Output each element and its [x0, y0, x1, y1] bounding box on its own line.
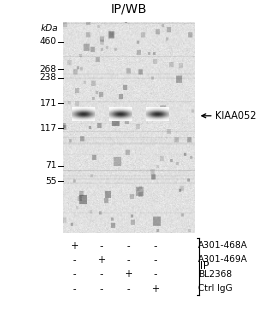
Text: 55: 55 [45, 177, 57, 186]
Text: -: - [99, 284, 103, 294]
Text: BL2368: BL2368 [198, 269, 232, 279]
Text: -: - [99, 241, 103, 251]
Text: 117: 117 [40, 124, 57, 133]
Text: -: - [127, 284, 130, 294]
Text: 238: 238 [40, 73, 57, 82]
Text: -: - [72, 269, 76, 279]
Text: 460: 460 [40, 37, 57, 46]
Text: KIAA0528: KIAA0528 [215, 111, 256, 121]
Text: IP/WB: IP/WB [110, 3, 147, 16]
Text: 171: 171 [40, 99, 57, 108]
Text: -: - [154, 269, 157, 279]
Text: 71: 71 [45, 161, 57, 170]
Text: +: + [97, 255, 105, 265]
Text: Ctrl IgG: Ctrl IgG [198, 284, 233, 293]
Text: +: + [124, 269, 133, 279]
Text: -: - [154, 255, 157, 265]
Text: -: - [72, 255, 76, 265]
Text: -: - [127, 241, 130, 251]
Text: A301-468A: A301-468A [198, 241, 248, 250]
Text: kDa: kDa [40, 24, 58, 33]
Text: +: + [151, 284, 159, 294]
Text: 268: 268 [40, 65, 57, 74]
Text: -: - [99, 269, 103, 279]
Text: -: - [72, 284, 76, 294]
Text: -: - [154, 241, 157, 251]
Text: +: + [70, 241, 78, 251]
Text: IP: IP [200, 261, 209, 271]
Text: A301-469A: A301-469A [198, 255, 248, 264]
Text: -: - [127, 255, 130, 265]
